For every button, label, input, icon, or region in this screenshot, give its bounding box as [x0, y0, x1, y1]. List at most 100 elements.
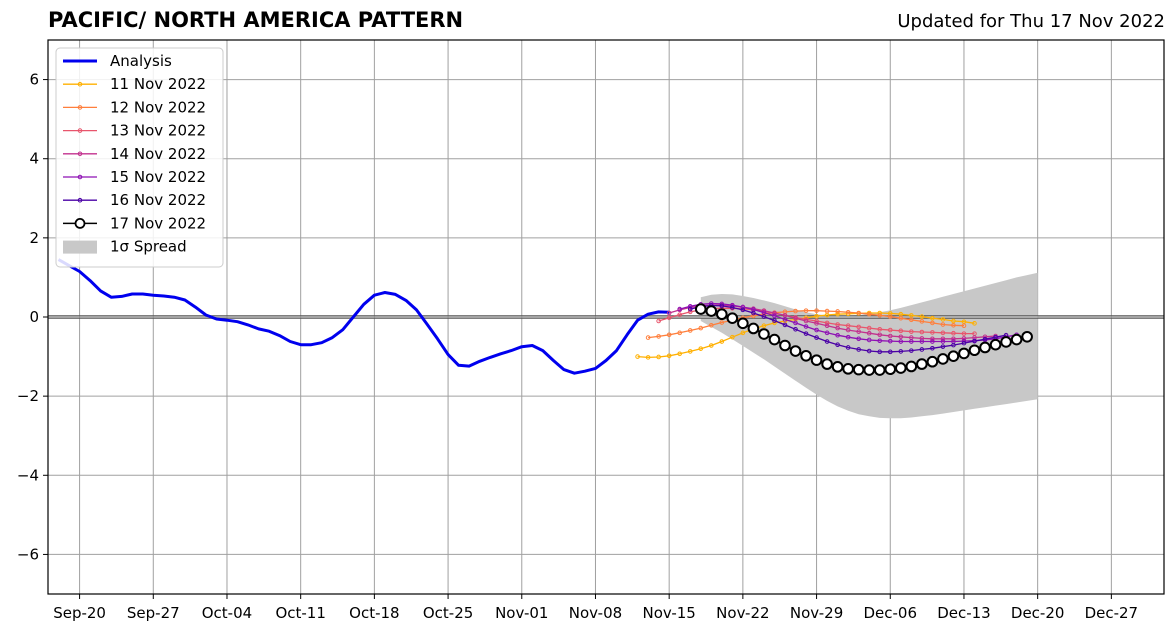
forecast-point: [719, 303, 725, 309]
forecast-point: [747, 322, 760, 335]
forecast-point: [740, 307, 746, 313]
forecast-point: [768, 333, 781, 346]
forecast-point: [845, 323, 851, 329]
forecast-point: [951, 330, 956, 336]
legend-label: 11 Nov 2022: [110, 75, 206, 93]
forecast-point: [856, 310, 861, 316]
forecast-point: [961, 336, 967, 341]
forecast-point: [824, 308, 830, 314]
legend-swatch-marker: [77, 128, 83, 133]
forecast-point: [877, 332, 883, 338]
forecast-point: [803, 324, 809, 329]
forecast-point: [635, 354, 640, 359]
forecast-point: [930, 339, 935, 344]
legend: Analysis 11 Nov 2022 12 Nov 2022 13 Nov 202…: [55, 47, 224, 268]
forecast-point: [835, 325, 840, 331]
forecast-point: [824, 330, 830, 336]
forecast-point: [751, 313, 756, 319]
forecast-point: [793, 308, 798, 314]
forecast-point: [926, 355, 939, 368]
legend-swatch-marker: [77, 174, 83, 180]
forecast-point: [909, 348, 914, 353]
forecast-point: [887, 333, 893, 339]
y-tick-label: 0: [29, 308, 39, 326]
forecast-point: [772, 318, 777, 323]
analysis-line: [57, 258, 670, 375]
forecast-point: [909, 329, 914, 334]
forecast-point: [845, 334, 851, 340]
forecast-point: [866, 311, 872, 317]
forecast-point: [782, 317, 788, 322]
forecast-line: [679, 302, 1017, 343]
forecast-point: [687, 304, 693, 309]
forecast-point: [716, 308, 728, 321]
legend-label: 14 Nov 2022: [110, 145, 206, 163]
x-tick-label: Sep-20: [53, 604, 106, 622]
forecast-point: [687, 349, 693, 354]
forecast-point: [916, 358, 928, 370]
forecast-point: [645, 335, 651, 340]
forecast-point: [793, 326, 798, 332]
forecast-point: [961, 323, 967, 329]
forecast-point: [824, 323, 830, 329]
forecast-point: [898, 349, 904, 354]
forecast-point: [824, 320, 830, 326]
forecast-point: [982, 336, 988, 342]
forecast-point: [940, 339, 946, 344]
forecast-point: [698, 325, 704, 331]
forecast-point: [737, 317, 749, 330]
forecast-point: [708, 343, 714, 348]
forecast-point: [666, 332, 672, 338]
forecast-point: [866, 348, 872, 354]
legend-label: 17 Nov 2022: [110, 214, 206, 232]
forecast-point: [726, 312, 739, 324]
forecast-point: [856, 347, 861, 352]
forecast-point: [751, 310, 756, 316]
forecast-point: [719, 320, 725, 325]
forecast-point: [919, 319, 925, 324]
x-tick-label: Dec-13: [937, 604, 991, 622]
forecast-point: [814, 313, 819, 319]
forecast-point: [687, 328, 693, 333]
forecast-point: [845, 309, 851, 315]
forecast-point: [856, 336, 861, 342]
forecast-point: [919, 347, 925, 352]
x-tick-label: Oct-11: [275, 604, 325, 622]
forecast-point: [887, 314, 893, 319]
forecast-point: [951, 318, 956, 324]
forecast-point: [863, 364, 876, 376]
legend-label: Analysis: [110, 52, 172, 70]
forecast-point: [803, 308, 809, 313]
forecast-point: [814, 308, 819, 313]
forecast-point: [1021, 330, 1033, 343]
forecast-point: [930, 345, 935, 351]
forecast-point: [877, 313, 883, 318]
y-tick-label: 4: [29, 150, 39, 168]
forecast-point: [842, 363, 854, 375]
forecast-point: [656, 318, 661, 324]
forecast-point: [894, 362, 907, 374]
plot-frame: [47, 39, 1165, 595]
forecast-point: [687, 309, 693, 315]
forecast-point: [835, 311, 840, 317]
forecast-point: [779, 339, 791, 352]
forecast-point: [951, 336, 956, 342]
forecast-point: [866, 325, 872, 331]
x-tick-label: Nov-15: [642, 604, 695, 622]
forecast-point: [898, 339, 904, 344]
forecast-point: [930, 336, 935, 342]
forecast-point: [947, 350, 960, 362]
chart-subtitle: Updated for Thu 17 Nov 2022: [897, 11, 1165, 32]
forecast-point: [919, 329, 925, 335]
forecast-point: [905, 360, 918, 373]
forecast-point: [898, 315, 904, 321]
forecast-point: [835, 342, 840, 348]
forecast-line: [648, 310, 965, 339]
x-tick-label: Dec-20: [1011, 604, 1065, 622]
x-tick-label: Nov-01: [495, 604, 548, 622]
forecast-point: [989, 338, 1002, 351]
forecast-point: [793, 315, 798, 321]
forecast-point: [866, 337, 872, 343]
forecast-point: [803, 331, 809, 336]
